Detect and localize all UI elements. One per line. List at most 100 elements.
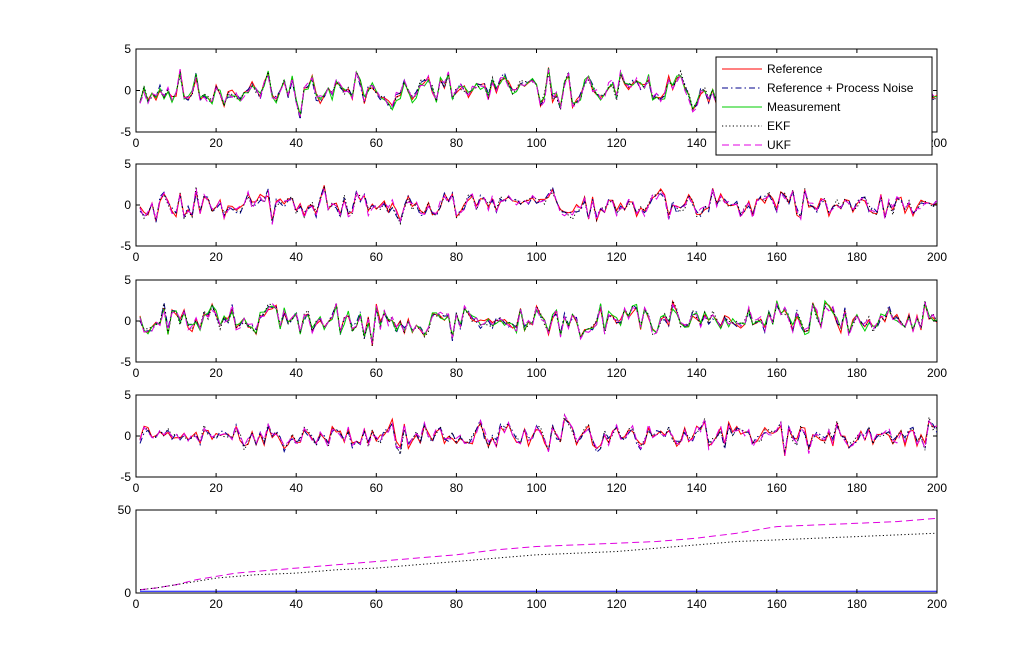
x-tick-label: 40 — [290, 250, 304, 264]
x-tick-label: 100 — [526, 597, 546, 611]
x-tick-label: 60 — [370, 481, 384, 495]
series-group — [139, 517, 937, 592]
x-tick-label: 200 — [927, 597, 947, 611]
x-tick-label: 0 — [133, 366, 140, 380]
x-tick-label: 80 — [450, 136, 464, 150]
legend-label: Measurement — [767, 100, 841, 114]
y-tick-label: 5 — [124, 273, 131, 287]
series-line-ekf — [139, 185, 937, 226]
y-tick-label: -5 — [120, 355, 131, 369]
x-tick-label: 20 — [209, 366, 223, 380]
legend-item: Reference — [722, 62, 823, 76]
x-tick-label: 160 — [767, 481, 787, 495]
x-tick-label: 20 — [209, 481, 223, 495]
x-tick-label: 180 — [847, 597, 867, 611]
x-tick-label: 20 — [209, 250, 223, 264]
x-tick-label: 0 — [133, 250, 140, 264]
y-tick-label: 0 — [124, 429, 131, 443]
x-tick-label: 100 — [526, 250, 546, 264]
x-tick-label: 40 — [290, 597, 304, 611]
panels: 02040608010012014016018020050-5020406080… — [118, 42, 948, 611]
x-tick-label: 180 — [847, 366, 867, 380]
y-tick-label: 0 — [124, 198, 131, 212]
legend-item: Measurement — [722, 100, 841, 114]
x-tick-label: 20 — [209, 136, 223, 150]
y-tick-label: -5 — [120, 239, 131, 253]
x-tick-label: 80 — [450, 481, 464, 495]
series-line-reference — [139, 299, 937, 346]
legend-label: EKF — [767, 119, 790, 133]
x-tick-label: 120 — [607, 250, 627, 264]
x-tick-label: 60 — [370, 250, 384, 264]
y-tick-label: 0 — [124, 84, 131, 98]
subplot-5: 0 20 40 60 80 100 120 140 160 180 200 50 0 — [118, 503, 948, 611]
x-tick-label: 200 — [927, 366, 947, 380]
legend: Reference Reference + Process Noise Measur… — [715, 56, 933, 156]
y-tick-label: 5 — [124, 42, 131, 56]
x-tick-label: 0 — [133, 136, 140, 150]
x-tick-label: 120 — [607, 597, 627, 611]
axes-box — [135, 279, 938, 363]
series-line-reference-process-noise — [139, 184, 937, 224]
x-tick-label: 140 — [687, 136, 707, 150]
x-tick-label: 200 — [927, 481, 947, 495]
x-tick-label: 80 — [450, 250, 464, 264]
series-group — [139, 184, 937, 226]
x-tick-label: 0 — [133, 481, 140, 495]
series-line-ekf — [139, 413, 937, 457]
x-tick-label: 40 — [290, 481, 304, 495]
y-tick-label: 5 — [124, 157, 131, 171]
series-line-ukf — [139, 188, 937, 225]
y-tick-label: 0 — [124, 314, 131, 328]
x-tick-label: 120 — [607, 366, 627, 380]
x-tick-label: 180 — [847, 250, 867, 264]
axes-box — [135, 509, 938, 594]
legend-item: UKF — [722, 138, 791, 152]
series-group — [139, 413, 937, 457]
x-tick-label: 60 — [370, 366, 384, 380]
x-tick-label: 100 — [526, 136, 546, 150]
axes-box — [135, 394, 938, 478]
x-tick-label: 80 — [450, 366, 464, 380]
y-tick-label: -5 — [120, 470, 131, 484]
x-tick-label: 160 — [767, 250, 787, 264]
y-tick-label: -5 — [120, 125, 131, 139]
y-tick-label: 0 — [124, 586, 131, 600]
legend-item: Reference + Process Noise — [722, 81, 914, 95]
x-tick-label: 60 — [370, 597, 384, 611]
x-tick-label: 40 — [290, 136, 304, 150]
x-tick-label: 140 — [687, 366, 707, 380]
legend-item: EKF — [722, 119, 790, 133]
y-tick-label: 5 — [124, 388, 131, 402]
axes-box — [135, 163, 938, 247]
y-tick-label: 50 — [118, 503, 132, 517]
x-tick-label: 140 — [687, 250, 707, 264]
x-tick-label: 100 — [526, 481, 546, 495]
x-tick-label: 140 — [687, 481, 707, 495]
series-group — [139, 299, 937, 347]
x-tick-label: 100 — [526, 366, 546, 380]
x-tick-label: 160 — [767, 597, 787, 611]
x-tick-label: 60 — [370, 136, 384, 150]
x-tick-label: 140 — [687, 597, 707, 611]
x-tick-label: 120 — [607, 481, 627, 495]
series-line-ekf — [139, 61, 937, 118]
x-tick-label: 80 — [450, 597, 464, 611]
x-tick-label: 20 — [209, 597, 223, 611]
legend-label: Reference — [767, 62, 823, 76]
x-tick-label: 120 — [607, 136, 627, 150]
x-tick-label: 40 — [290, 366, 304, 380]
x-tick-label: 180 — [847, 481, 867, 495]
legend-box — [715, 56, 933, 156]
x-tick-label: 160 — [767, 366, 787, 380]
x-tick-label: 200 — [927, 250, 947, 264]
series-line-ukf — [139, 301, 937, 344]
series-line-ukf — [139, 413, 937, 456]
legend-label: Reference + Process Noise — [767, 81, 914, 95]
legend-label: UKF — [767, 138, 791, 152]
x-tick-label: 0 — [133, 597, 140, 611]
